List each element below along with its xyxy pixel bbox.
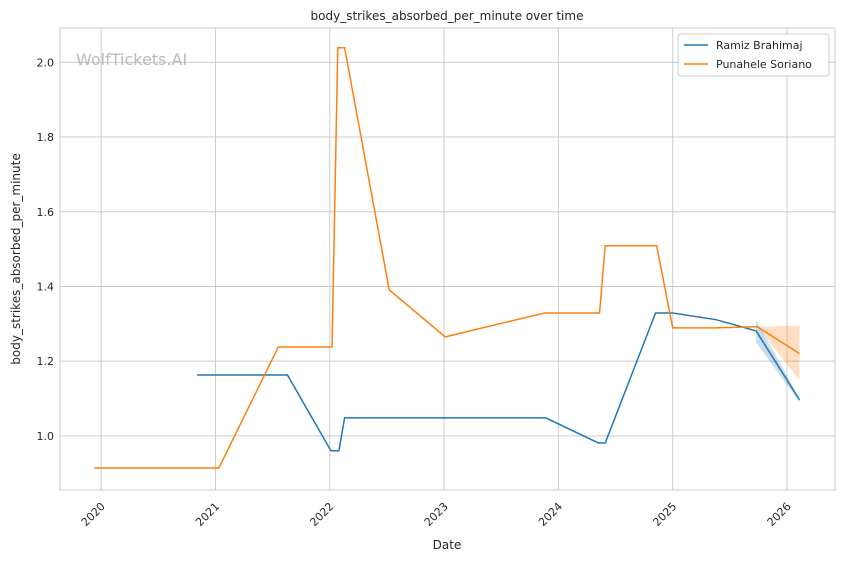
y-tick-label: 1.2 [37,355,55,368]
x-tick-label: 2022 [307,500,336,529]
y-tick-label: 2.0 [37,56,55,69]
x-tick-label: 2021 [193,500,222,529]
y-axis-label: body_strikes_absorbed_per_minute [9,153,23,364]
x-axis-label: Date [433,538,462,552]
series-line-0 [197,312,801,452]
x-tick-label: 2020 [79,500,108,529]
x-tick-label: 2024 [536,500,565,529]
y-tick-label: 1.8 [37,131,55,144]
y-tick-label: 1.0 [37,430,55,443]
legend-label-punahele: Punahele Soriano [716,58,812,71]
series-line-1 [94,47,800,469]
x-tick-label: 2026 [765,500,794,529]
x-tick-label: 2025 [650,500,679,529]
confidence-band-1 [757,325,800,380]
x-tick-label: 2023 [422,500,451,529]
watermark: WolfTickets.AI [76,50,187,69]
y-tick-label: 1.4 [37,280,55,293]
y-tick-label: 1.6 [37,206,55,219]
legend-label-ramiz: Ramiz Brahimaj [716,39,803,52]
chart-title: body_strikes_absorbed_per_minute over ti… [311,9,584,23]
legend: Ramiz Brahimaj Punahele Soriano [677,33,830,77]
plot-frame [59,27,836,491]
